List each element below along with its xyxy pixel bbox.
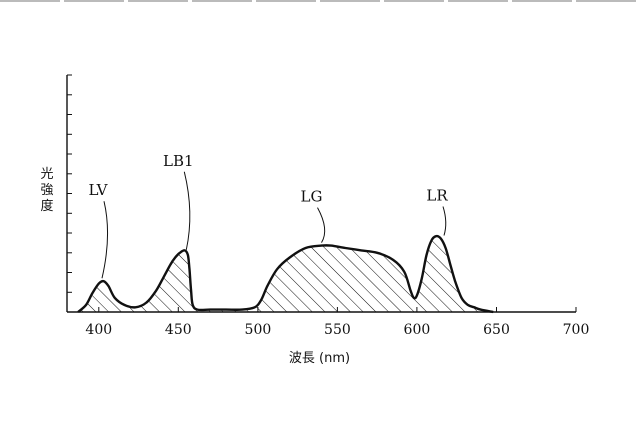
plot-area: 400 450 500 550 600 650 700 LV LB1 LG LR [67, 75, 589, 338]
x-axis: 400 450 500 550 600 650 700 [67, 307, 589, 338]
annotation-label-lv: LV [88, 181, 108, 199]
x-tick-label: 700 [563, 322, 590, 338]
x-tick-label: 600 [404, 322, 431, 338]
x-axis-label: 波長 (nm) [289, 351, 350, 366]
annotation-label-lr: LR [426, 187, 448, 205]
annotation-leader [443, 207, 446, 236]
spectrum-area [78, 236, 493, 312]
annotation-label-lb1: LB1 [163, 152, 194, 170]
annotation-leader [318, 208, 325, 243]
y-axis [67, 75, 72, 312]
x-tick-label: 500 [245, 322, 272, 338]
x-tick-label: 650 [483, 322, 510, 338]
annotation-label-lg: LG [301, 188, 323, 206]
x-tick-label: 450 [165, 322, 192, 338]
annotations: LV LB1 LG LR [88, 152, 448, 278]
annotation-leader [184, 172, 190, 250]
x-tick-label: 400 [85, 322, 112, 338]
annotation-leader [102, 201, 108, 278]
y-axis-label: 光強度 [40, 167, 53, 214]
x-tick-label: 550 [324, 322, 351, 338]
